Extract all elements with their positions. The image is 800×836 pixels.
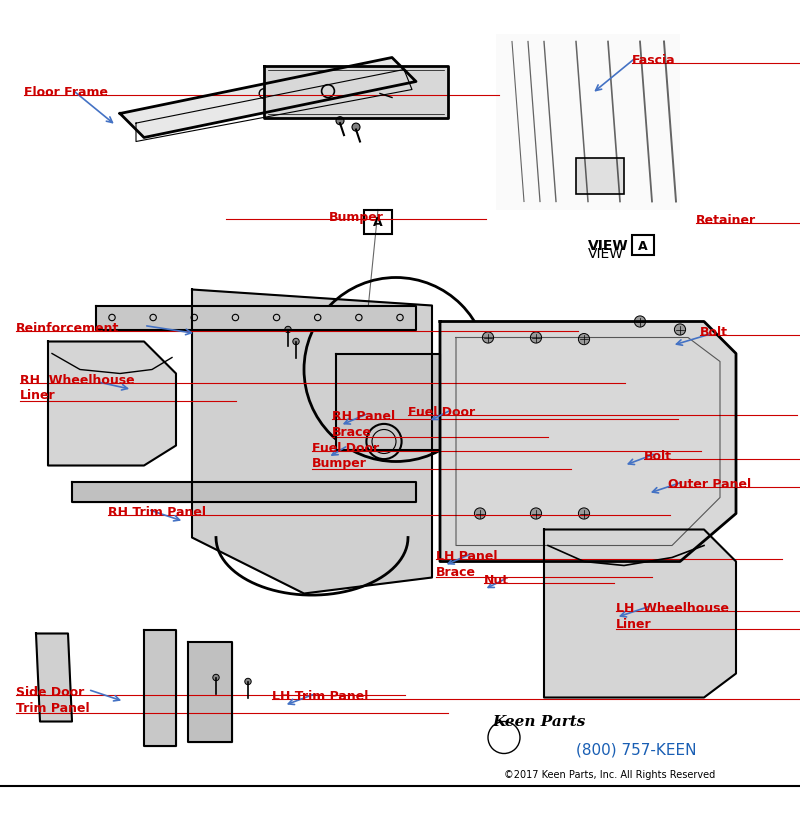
- Text: Floor Frame: Floor Frame: [24, 86, 108, 99]
- Circle shape: [213, 675, 219, 681]
- Polygon shape: [440, 322, 736, 562]
- Polygon shape: [120, 59, 416, 138]
- Circle shape: [578, 334, 590, 345]
- Text: LH  Wheelhouse
Liner: LH Wheelhouse Liner: [616, 602, 729, 630]
- Polygon shape: [72, 482, 416, 502]
- Circle shape: [293, 339, 299, 345]
- Polygon shape: [192, 290, 432, 594]
- Circle shape: [336, 118, 344, 125]
- Circle shape: [530, 508, 542, 519]
- Text: Keen Parts: Keen Parts: [492, 714, 586, 727]
- Text: A: A: [373, 216, 383, 229]
- Text: RH Panel
Brace: RH Panel Brace: [332, 410, 395, 438]
- Polygon shape: [544, 530, 736, 698]
- Circle shape: [482, 333, 494, 344]
- Circle shape: [474, 508, 486, 519]
- Text: Side Door
Trim Panel: Side Door Trim Panel: [16, 686, 90, 714]
- Text: A: A: [638, 239, 648, 252]
- Text: (800) 757-KEEN: (800) 757-KEEN: [576, 742, 697, 757]
- Polygon shape: [96, 306, 416, 330]
- Polygon shape: [394, 96, 398, 104]
- Text: Outer Panel: Outer Panel: [668, 478, 751, 491]
- Text: Fuel Door
Bumper: Fuel Door Bumper: [312, 442, 379, 470]
- Text: VIEW: VIEW: [588, 247, 624, 260]
- Circle shape: [674, 324, 686, 336]
- Circle shape: [245, 679, 251, 685]
- Circle shape: [634, 317, 646, 328]
- Circle shape: [530, 333, 542, 344]
- Text: LH Trim Panel: LH Trim Panel: [272, 690, 368, 703]
- Text: LH Panel
Brace: LH Panel Brace: [436, 550, 498, 578]
- Polygon shape: [36, 634, 72, 721]
- Text: Fuel Door: Fuel Door: [408, 406, 475, 419]
- Text: VIEW: VIEW: [588, 239, 629, 253]
- Text: ©2017 Keen Parts, Inc. All Rights Reserved: ©2017 Keen Parts, Inc. All Rights Reserv…: [504, 770, 715, 779]
- Circle shape: [352, 124, 360, 132]
- Text: RH  Wheelhouse
Liner: RH Wheelhouse Liner: [20, 374, 134, 402]
- Polygon shape: [336, 354, 440, 450]
- Polygon shape: [264, 66, 448, 119]
- Text: Fascia: Fascia: [632, 54, 676, 68]
- FancyBboxPatch shape: [496, 34, 680, 210]
- Polygon shape: [188, 642, 232, 742]
- Polygon shape: [48, 342, 176, 466]
- Text: Bumper: Bumper: [329, 210, 383, 223]
- Text: Nut: Nut: [484, 573, 509, 587]
- Circle shape: [578, 508, 590, 519]
- FancyBboxPatch shape: [364, 210, 392, 234]
- Text: Retainer: Retainer: [696, 214, 756, 227]
- Text: Bolt: Bolt: [644, 450, 672, 463]
- Text: Bolt: Bolt: [700, 326, 728, 339]
- FancyBboxPatch shape: [632, 236, 654, 256]
- Circle shape: [285, 327, 291, 334]
- Polygon shape: [144, 630, 176, 746]
- FancyBboxPatch shape: [576, 158, 624, 194]
- Text: RH Trim Panel: RH Trim Panel: [108, 506, 206, 519]
- Text: Reinforcement: Reinforcement: [16, 322, 119, 335]
